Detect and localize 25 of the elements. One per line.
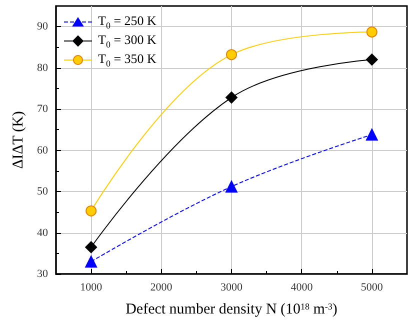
legend-label: T$_{0}$ = 300 K xyxy=(98,32,156,50)
x-tick-label: 3000 xyxy=(220,282,243,294)
x-tick-label: 2000 xyxy=(150,282,173,294)
point xyxy=(226,92,238,104)
point xyxy=(366,54,378,66)
y-tick-label: 30 xyxy=(37,268,48,280)
y-tick-label: 40 xyxy=(37,226,48,239)
y-tick-label: 60 xyxy=(37,144,48,156)
y-tick-label: 70 xyxy=(37,103,48,116)
point xyxy=(366,128,378,141)
point xyxy=(226,49,237,60)
legend-label: T$_{0}$ = 250 K xyxy=(98,12,156,30)
point xyxy=(366,26,378,38)
y-tick-label: 50 xyxy=(37,186,48,198)
point xyxy=(86,205,97,216)
x-tick-label: 1000 xyxy=(80,282,103,294)
y-tick-label: 90 xyxy=(37,20,48,33)
point xyxy=(85,241,98,254)
y-tick-label: 80 xyxy=(37,62,48,74)
x-tick-label: 5000 xyxy=(360,282,384,294)
point xyxy=(85,256,98,268)
point xyxy=(226,180,238,193)
y-axis-title: ΔIΔT (K) xyxy=(10,111,26,169)
x-tick-label: 4000 xyxy=(290,282,314,294)
legend-label: T$_{0}$ = 350 K xyxy=(98,50,156,68)
